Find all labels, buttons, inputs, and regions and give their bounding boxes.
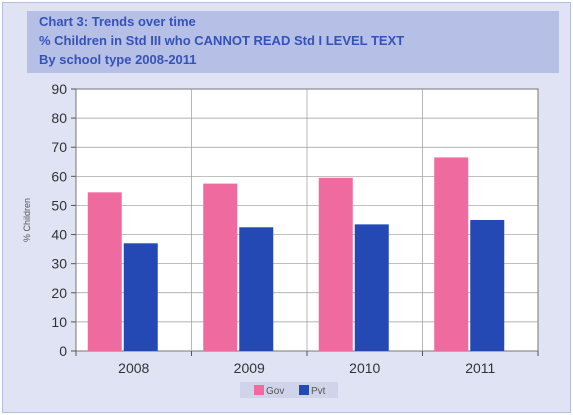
bars [87,157,505,351]
y-tick-label: 40 [51,227,67,243]
legend-swatch-pvt [299,385,309,395]
chart-subtitle: % Children in Std III who CANNOT READ St… [39,33,405,48]
legend-label-pvt: Pvt [311,386,326,397]
y-tick-label: 0 [59,343,67,359]
bar-gov-2009 [203,183,238,351]
bar-gov-2010 [318,177,353,351]
chart-title: Chart 3: Trends over time [39,14,196,29]
y-tick-label: 10 [51,314,67,330]
y-tick-label: 60 [51,168,67,184]
y-axis-label: % Children [22,198,32,242]
title-box: Chart 3: Trends over time % Children in … [27,11,559,73]
y-tick-label: 20 [51,285,67,301]
x-axis: 2008 2009 2010 2011 [75,351,539,376]
y-tick-label: 90 [51,81,67,97]
y-tick-label: 50 [51,197,67,213]
bar-gov-2011 [434,157,469,351]
y-tick-label: 30 [51,256,67,272]
legend: Gov Pvt [240,382,338,398]
bar-pvt-2010 [354,224,389,351]
legend-swatch-gov [254,385,264,395]
y-axis: 0 10 20 30 40 50 60 70 80 90 [51,81,76,359]
bar-gov-2008 [87,192,122,351]
x-tick-label: 2010 [349,360,380,376]
x-tick-label: 2008 [118,360,149,376]
x-tick-label: 2009 [234,360,265,376]
y-tick-label: 80 [51,110,67,126]
legend-label-gov: Gov [266,386,284,397]
y-tick-label: 70 [51,139,67,155]
legend-box [240,382,338,398]
bar-pvt-2008 [123,243,158,351]
chart-subtitle-2: By school type 2008-2011 [39,52,197,67]
x-tick-label: 2011 [465,360,495,376]
bar-pvt-2009 [239,227,274,351]
bar-pvt-2011 [470,220,505,351]
